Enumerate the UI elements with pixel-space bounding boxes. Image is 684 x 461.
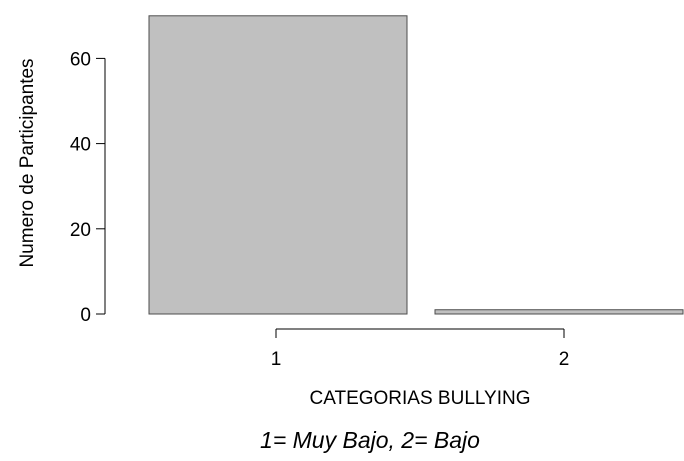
x-tick-label: 1 <box>271 349 282 370</box>
x-tick-label: 2 <box>559 349 570 370</box>
y-axis-label: Numero de Participantes <box>17 58 38 267</box>
x-axis-label: CATEGORIAS BULLYING <box>309 388 530 409</box>
y-tick-label: 60 <box>70 49 91 70</box>
bars-group <box>148 15 684 315</box>
y-tick-label: 20 <box>70 220 91 241</box>
bar-2 <box>434 309 684 315</box>
bar-1 <box>148 15 408 315</box>
y-axis: 0 20 40 60 <box>70 49 106 326</box>
y-tick-label: 0 <box>80 305 91 326</box>
chart-caption: 1= Muy Bajo, 2= Bajo <box>260 427 480 453</box>
y-tick-label: 40 <box>70 135 91 156</box>
